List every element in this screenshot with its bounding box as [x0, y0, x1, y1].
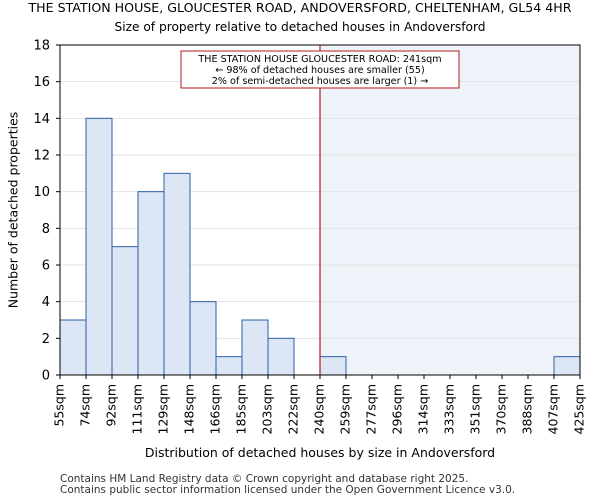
x-tick-label: 370sqm: [494, 384, 509, 434]
bar: [267, 337, 295, 376]
y-tick-label: 18: [33, 39, 50, 54]
chart-subtitle: Size of property relative to detached ho…: [114, 20, 486, 34]
y-tick-label: 4: [42, 295, 50, 310]
x-tick-label: 148sqm: [182, 384, 197, 434]
x-tick-label: 203sqm: [260, 384, 275, 434]
x-tick-label: 222sqm: [286, 384, 301, 434]
footer-line-2: Contains public sector information licen…: [60, 484, 516, 496]
bar: [59, 319, 87, 376]
y-tick-label: 8: [42, 222, 50, 237]
x-tick-label: 240sqm: [312, 384, 327, 434]
bar: [137, 191, 165, 376]
x-tick-label: 425sqm: [572, 384, 587, 434]
x-tick-label: 55sqm: [52, 384, 67, 427]
bar: [241, 319, 269, 376]
x-tick-label: 388sqm: [520, 384, 535, 434]
x-tick-label: 111sqm: [130, 384, 145, 434]
bar: [111, 246, 139, 376]
y-axis-label: Number of detached properties: [6, 112, 21, 309]
x-tick-label: 92sqm: [104, 384, 119, 427]
x-tick-label: 296sqm: [390, 384, 405, 434]
bar: [553, 356, 581, 376]
annotation-line: ← 98% of detached houses are smaller (55…: [215, 65, 424, 76]
x-tick-label: 351sqm: [468, 384, 483, 434]
annotation-box: [180, 50, 460, 89]
y-tick-label: 2: [42, 332, 50, 347]
x-axis-label: Distribution of detached houses by size …: [145, 445, 495, 460]
annotation-line: THE STATION HOUSE GLOUCESTER ROAD: 241sq…: [197, 54, 441, 65]
x-tick-label: 129sqm: [156, 384, 171, 434]
y-tick-label: 12: [33, 149, 50, 164]
bar: [215, 356, 243, 376]
y-tick-label: 10: [33, 185, 50, 200]
y-tick-label: 14: [33, 112, 50, 127]
x-tick-label: 185sqm: [234, 384, 249, 434]
chart-title: THE STATION HOUSE, GLOUCESTER ROAD, ANDO…: [28, 0, 572, 15]
x-tick-label: 333sqm: [442, 384, 457, 434]
bar: [85, 117, 113, 376]
bar: [319, 356, 347, 376]
x-tick-label: 166sqm: [208, 384, 223, 434]
y-tick-label: 16: [33, 75, 50, 90]
highlight-region: [320, 45, 580, 375]
y-tick-label: 0: [42, 369, 50, 384]
x-tick-label: 74sqm: [78, 384, 93, 427]
bar: [163, 172, 191, 376]
y-tick-label: 6: [42, 259, 50, 274]
x-tick-label: 277sqm: [364, 384, 379, 434]
bar: [189, 301, 217, 376]
x-tick-label: 407sqm: [546, 384, 561, 434]
annotation-line: 2% of semi-detached houses are larger (1…: [212, 76, 429, 87]
x-tick-label: 314sqm: [416, 384, 431, 434]
footer-line-1: Contains HM Land Registry data © Crown c…: [60, 473, 469, 485]
x-tick-label: 259sqm: [338, 384, 353, 434]
